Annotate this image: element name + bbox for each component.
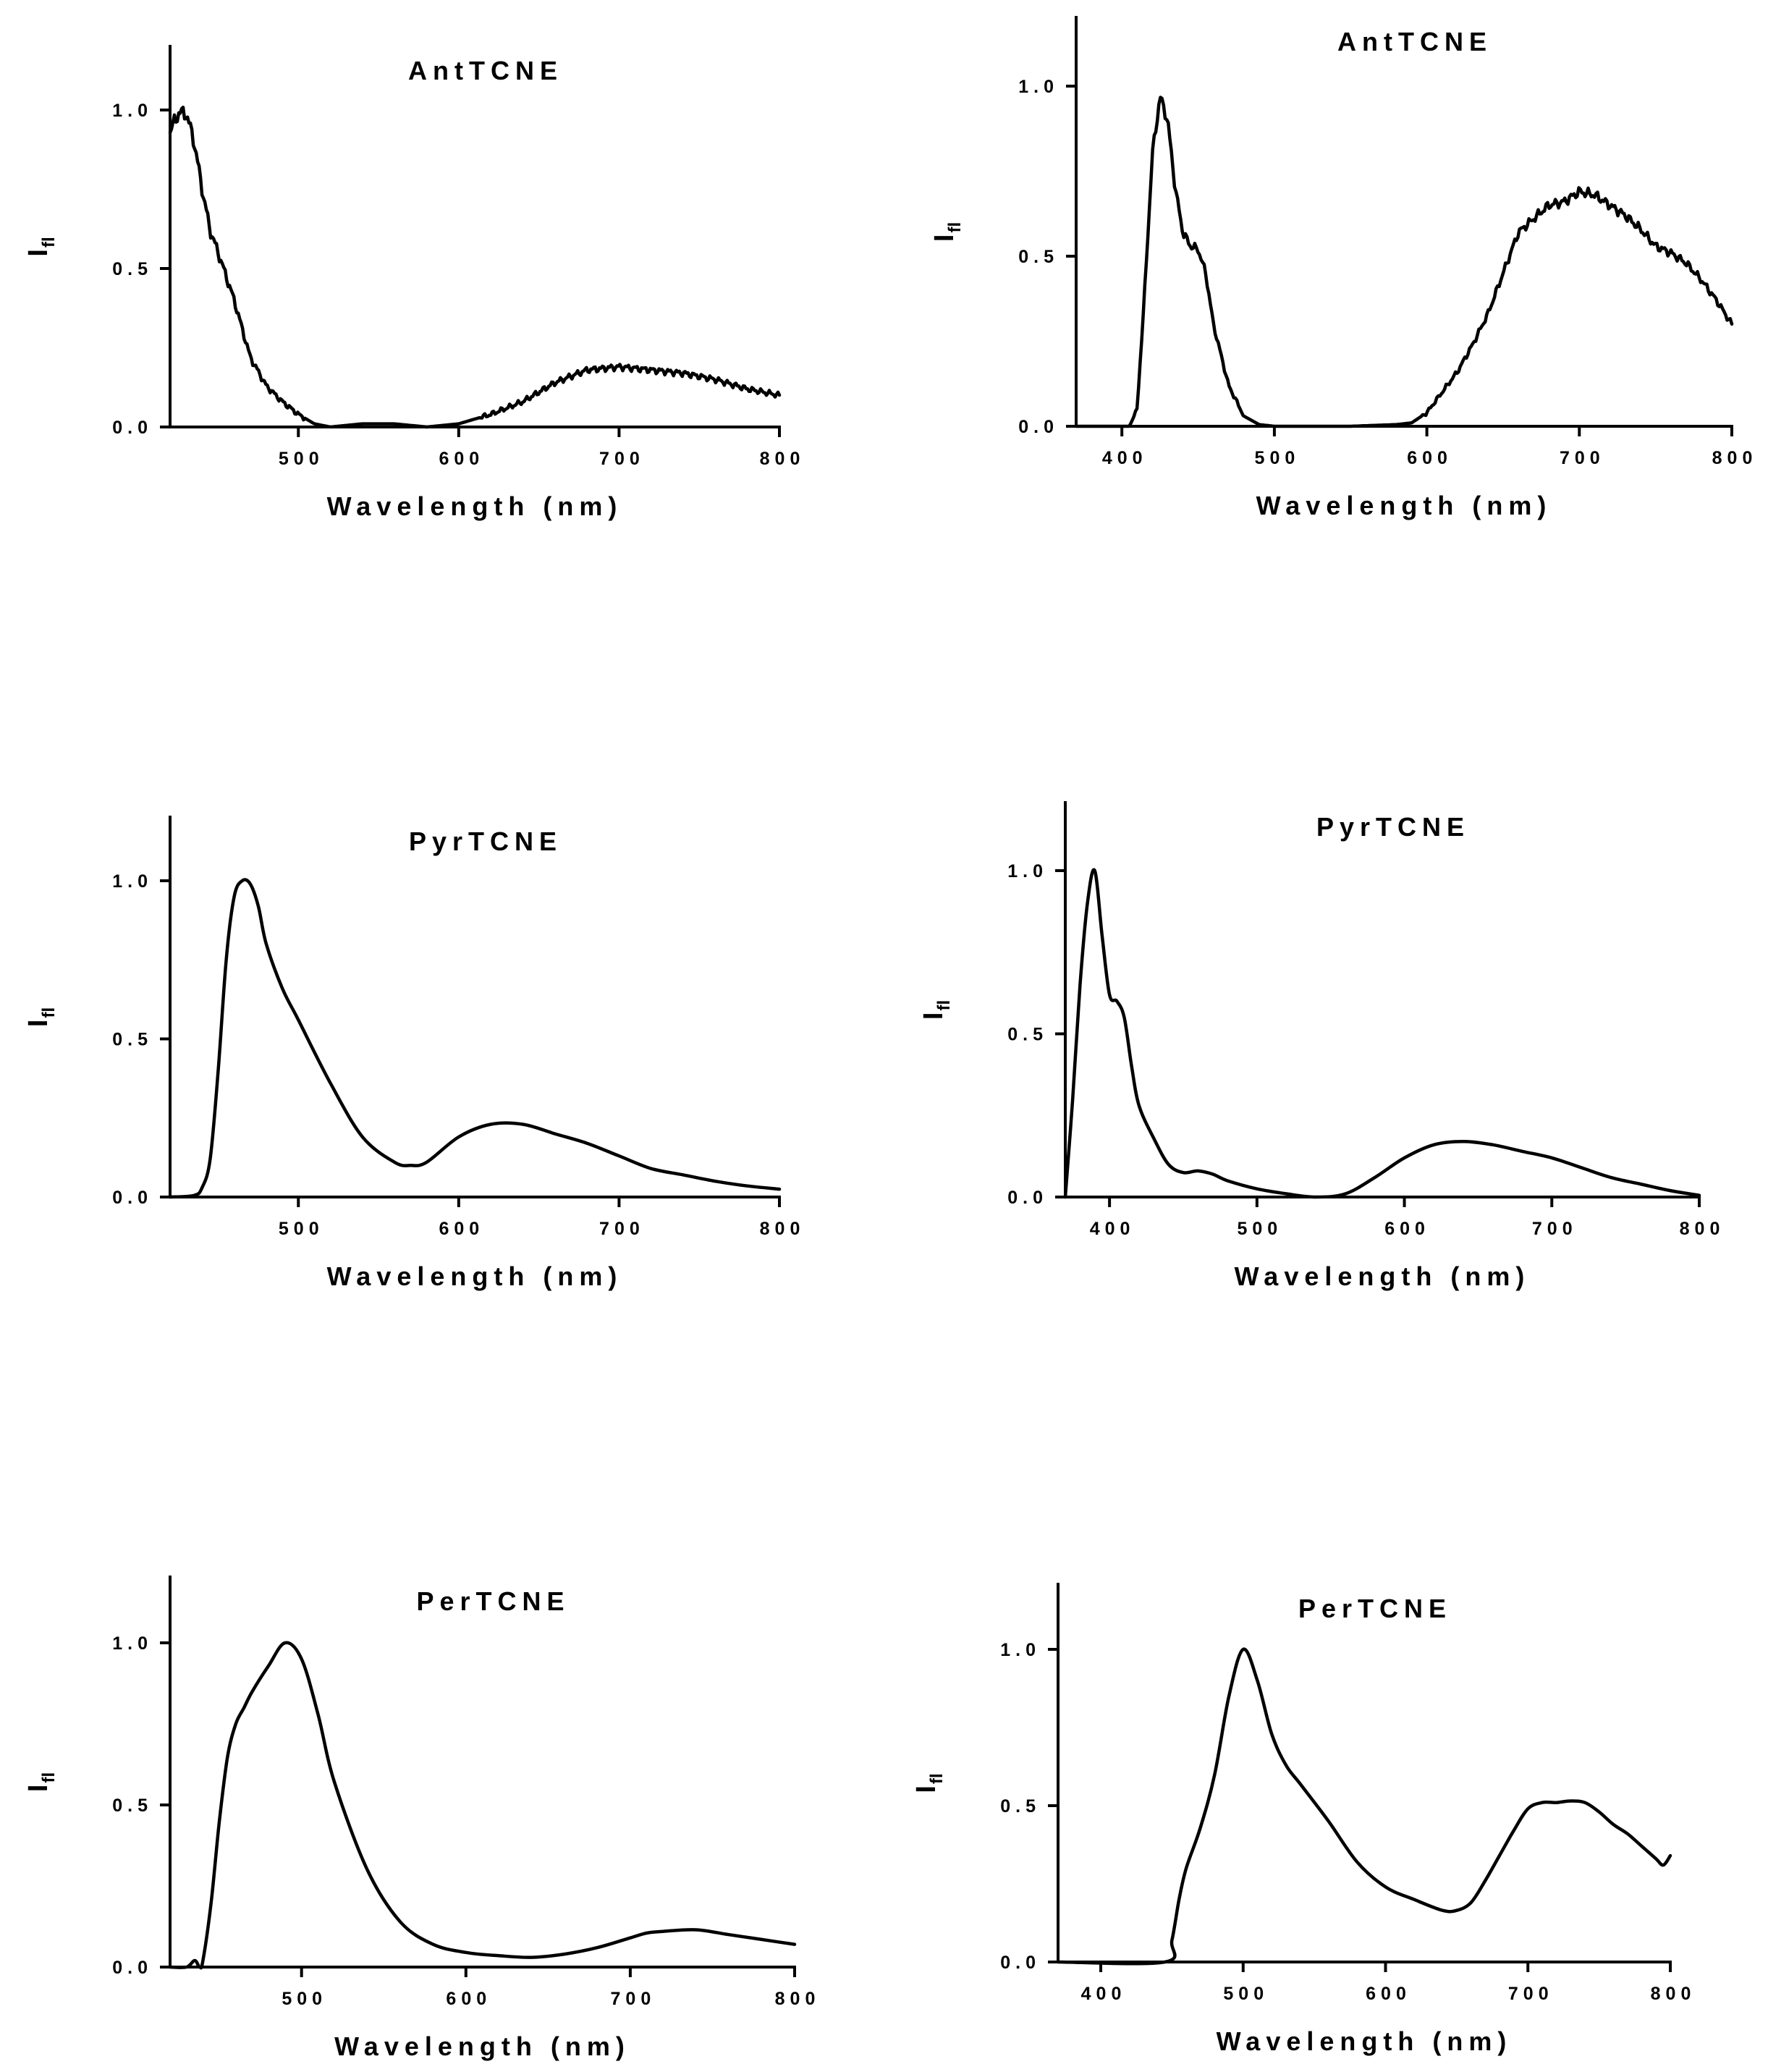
y-axis-title: Ifl [918, 1000, 954, 1020]
chart-title: PerTCNE [1298, 1594, 1452, 1623]
y-tick-label: 0.5 [112, 1030, 153, 1050]
chart-panel-6: 0.0 0.5 1.0 400 500 600 700 800 Wavelength (nm) I… [911, 1583, 1696, 2056]
chart-panel-4: 0.0 0.5 1.0 400 500 600 700 800 Wavelength (nm) I… [918, 801, 1725, 1291]
y-tick-label: 0.0 [112, 418, 153, 438]
y-tick-label: 0.0 [112, 1958, 153, 1978]
x-axis-title: Wavelength (nm) [334, 2031, 630, 2061]
x-tick-label: 400 [1102, 448, 1148, 468]
chart-title: PerTCNE [416, 1586, 570, 1616]
y-axis-title: Ifl [23, 237, 59, 256]
chart-panel-2: 0.0 0.5 1.0 400 500 600 700 800 Wavelength (nm) I… [929, 16, 1758, 520]
spectrum-line [1056, 1647, 1672, 1966]
x-tick-label: 700 [1560, 448, 1605, 468]
y-tick-label: 1.0 [112, 101, 153, 121]
x-tick-label: 800 [775, 1989, 821, 2009]
x-tick-label: 400 [1081, 1984, 1127, 2004]
chart-panel-5: 0.0 0.5 1.0 500 600 700 800 Wavelength (nm) Ifl P… [23, 1576, 821, 2061]
spectrum-line [168, 1641, 797, 1970]
x-tick-label: 500 [279, 1219, 324, 1239]
y-tick-label: 0.5 [112, 1796, 153, 1816]
y-tick-label: 1.0 [112, 871, 153, 892]
chart-panel-3: 0.0 0.5 1.0 500 600 700 800 Wavelength (nm) Ifl P… [23, 816, 805, 1291]
x-tick-label: 500 [279, 449, 324, 469]
y-tick-label: 0.5 [1000, 1796, 1041, 1817]
y-axis-title: Ifl [911, 1773, 947, 1793]
y-tick-label: 1.0 [112, 1633, 153, 1654]
x-tick-label: 800 [1651, 1984, 1696, 2004]
x-tick-label: 800 [760, 449, 805, 469]
x-axis-title: Wavelength (nm) [327, 491, 623, 521]
x-axis-title: Wavelength (nm) [327, 1261, 623, 1291]
chart-title: PyrTCNE [1316, 812, 1470, 842]
x-tick-label: 500 [1223, 1984, 1269, 2004]
y-tick-label: 0.5 [112, 259, 153, 279]
x-tick-label: 500 [1255, 448, 1300, 468]
y-tick-label: 0.0 [112, 1188, 153, 1208]
x-tick-label: 500 [1237, 1219, 1282, 1239]
x-tick-label: 600 [439, 449, 484, 469]
x-tick-label: 600 [1384, 1219, 1430, 1239]
x-axis-title: Wavelength (nm) [1256, 491, 1552, 520]
y-tick-label: 0.5 [1007, 1025, 1048, 1045]
x-tick-label: 800 [1712, 448, 1758, 468]
spectrum-line [1074, 96, 1734, 428]
x-tick-label: 600 [1407, 448, 1452, 468]
x-tick-label: 800 [1680, 1219, 1725, 1239]
chart-panel-1: 0.0 0.5 1.0 500 600 700 800 Wavelength (nm) Ifl A… [23, 45, 805, 521]
y-tick-label: 0.0 [1018, 417, 1059, 437]
y-tick-label: 0.5 [1018, 247, 1059, 267]
x-tick-label: 700 [1508, 1984, 1554, 2004]
x-tick-label: 600 [1366, 1984, 1411, 2004]
y-tick-label: 1.0 [1018, 77, 1059, 97]
x-tick-label: 500 [282, 1989, 327, 2009]
y-tick-label: 0.0 [1000, 1953, 1041, 1973]
y-tick-label: 1.0 [1000, 1640, 1041, 1660]
y-axis-title: Ifl [23, 1772, 59, 1792]
spectrum-line [168, 105, 782, 429]
chart-title: AntTCNE [1337, 27, 1492, 56]
x-tick-label: 800 [760, 1219, 805, 1239]
x-tick-label: 600 [439, 1219, 484, 1239]
x-tick-label: 700 [611, 1989, 656, 2009]
x-tick-label: 700 [1532, 1219, 1578, 1239]
x-tick-label: 700 [599, 1219, 645, 1239]
spectrum-line [1063, 868, 1701, 1199]
spectrum-line [168, 878, 782, 1199]
y-tick-label: 1.0 [1007, 861, 1048, 881]
x-tick-label: 400 [1090, 1219, 1135, 1239]
chart-title: AntTCNE [408, 56, 563, 85]
x-axis-title: Wavelength (nm) [1235, 1261, 1531, 1291]
x-tick-label: 600 [446, 1989, 491, 2009]
x-axis-title: Wavelength (nm) [1217, 2026, 1513, 2056]
y-axis-title: Ifl [929, 222, 965, 242]
x-tick-label: 700 [599, 449, 645, 469]
y-tick-label: 0.0 [1007, 1188, 1048, 1208]
y-axis-title: Ifl [23, 1007, 59, 1027]
chart-title: PyrTCNE [409, 826, 562, 856]
